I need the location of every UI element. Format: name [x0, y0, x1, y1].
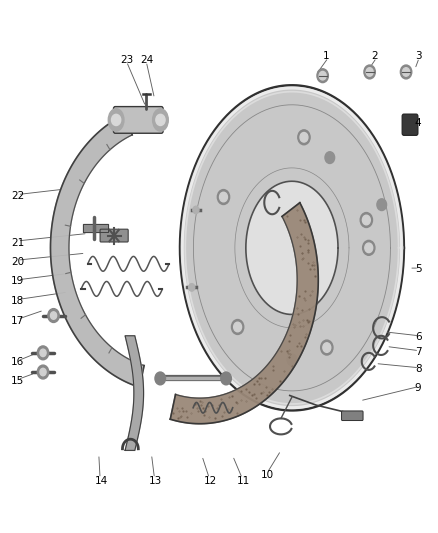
Circle shape	[37, 365, 49, 379]
Text: 5: 5	[414, 264, 420, 274]
Circle shape	[324, 152, 334, 164]
Circle shape	[365, 68, 372, 76]
Polygon shape	[180, 85, 403, 410]
Circle shape	[220, 372, 231, 385]
Circle shape	[192, 206, 198, 214]
Circle shape	[402, 68, 409, 76]
Circle shape	[362, 240, 374, 255]
Circle shape	[297, 130, 309, 145]
Circle shape	[318, 71, 325, 80]
Text: 24: 24	[140, 55, 153, 64]
Polygon shape	[50, 114, 144, 387]
Circle shape	[299, 133, 307, 142]
Ellipse shape	[152, 109, 168, 131]
Circle shape	[360, 213, 372, 228]
Text: 16: 16	[11, 358, 24, 367]
Circle shape	[219, 192, 227, 202]
Text: 10: 10	[261, 471, 274, 480]
Circle shape	[40, 349, 46, 357]
Ellipse shape	[155, 115, 165, 126]
Circle shape	[364, 243, 372, 253]
Text: 23: 23	[120, 55, 134, 64]
Text: 21: 21	[11, 238, 24, 247]
Circle shape	[322, 343, 330, 352]
Text: 18: 18	[11, 296, 24, 306]
Text: 8: 8	[414, 364, 420, 374]
Polygon shape	[125, 336, 143, 450]
Text: 15: 15	[11, 376, 24, 386]
Text: 14: 14	[94, 476, 107, 486]
Text: 7: 7	[414, 347, 420, 357]
Text: 13: 13	[149, 476, 162, 486]
Circle shape	[48, 309, 59, 322]
Text: 20: 20	[11, 257, 24, 267]
Circle shape	[363, 65, 374, 79]
Circle shape	[37, 346, 49, 360]
Circle shape	[316, 69, 328, 83]
Text: 3: 3	[414, 51, 420, 61]
Circle shape	[231, 319, 243, 334]
Text: 19: 19	[11, 277, 24, 286]
Circle shape	[376, 199, 386, 211]
FancyBboxPatch shape	[341, 411, 362, 421]
Circle shape	[188, 284, 194, 291]
Circle shape	[320, 340, 332, 355]
FancyBboxPatch shape	[113, 107, 163, 133]
Circle shape	[40, 368, 46, 376]
Text: 1: 1	[322, 51, 328, 61]
Ellipse shape	[108, 109, 124, 131]
Text: 2: 2	[370, 51, 377, 61]
Circle shape	[286, 354, 296, 366]
Circle shape	[155, 372, 165, 385]
FancyBboxPatch shape	[401, 114, 417, 135]
Polygon shape	[245, 181, 337, 314]
Polygon shape	[83, 224, 107, 232]
FancyBboxPatch shape	[100, 229, 128, 242]
Polygon shape	[170, 203, 318, 424]
Text: 6: 6	[414, 332, 420, 342]
Text: 4: 4	[414, 118, 420, 127]
Text: 11: 11	[237, 476, 250, 486]
Circle shape	[362, 215, 370, 225]
Ellipse shape	[111, 115, 120, 126]
Circle shape	[233, 322, 241, 332]
Text: 17: 17	[11, 316, 24, 326]
Circle shape	[217, 190, 229, 205]
Circle shape	[50, 312, 57, 319]
Circle shape	[399, 65, 411, 79]
Text: 12: 12	[204, 476, 217, 486]
Text: 22: 22	[11, 191, 24, 201]
Text: 9: 9	[414, 383, 420, 393]
